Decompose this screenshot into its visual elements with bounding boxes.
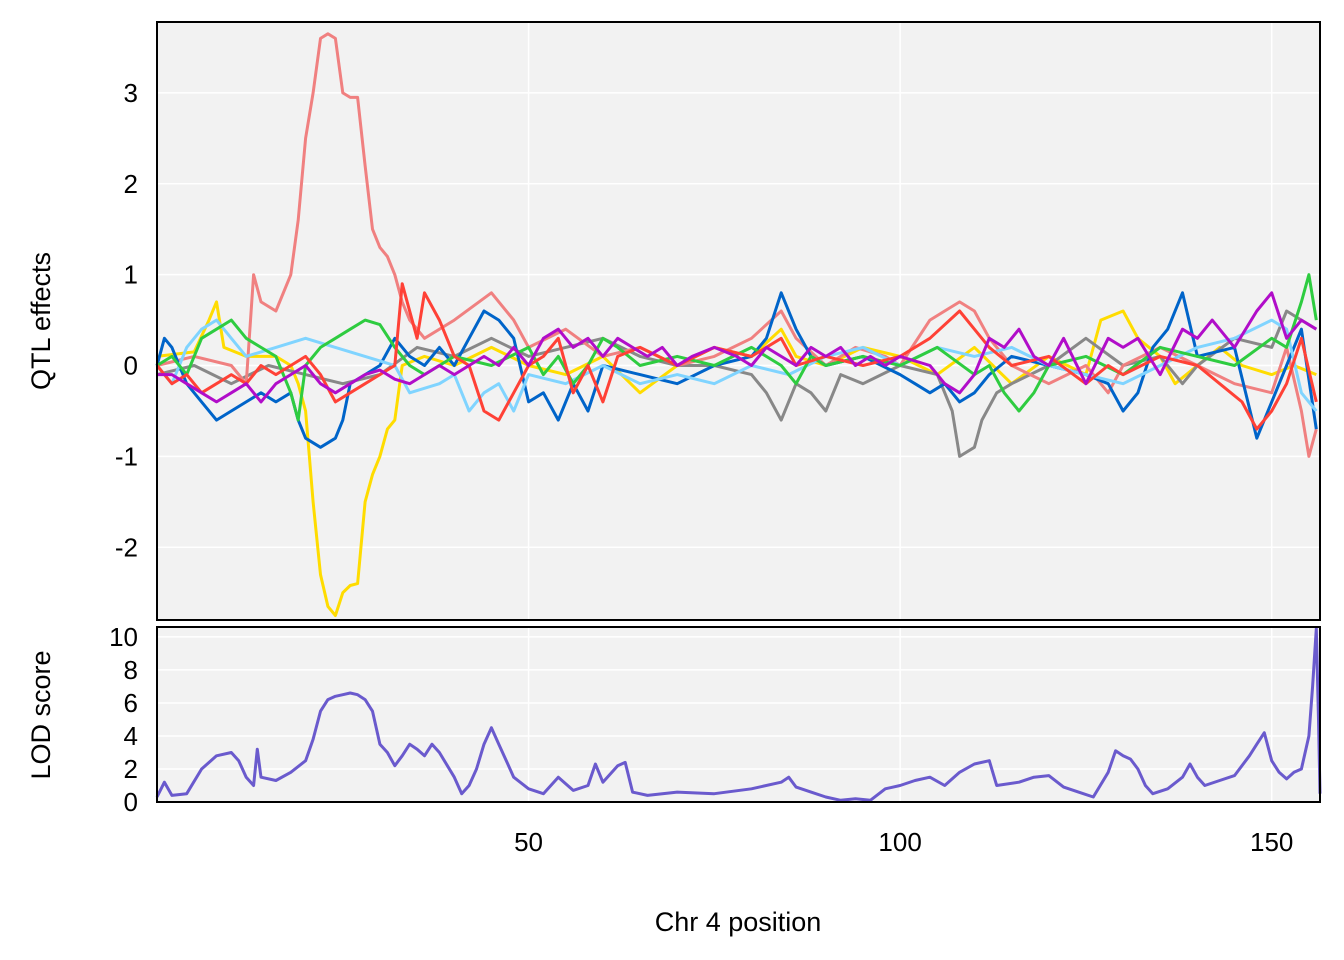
lod-series-line-1 bbox=[155, 627, 1322, 802]
qtl-effects-series-line-8 bbox=[157, 291, 1318, 404]
qtl-effects-series-line-3 bbox=[156, 32, 1318, 458]
lod-series bbox=[155, 627, 1322, 802]
qtl-effects-y-tick-label: 1 bbox=[124, 260, 138, 290]
lod-y-tick-label: 6 bbox=[124, 688, 138, 718]
qtl-effects-y-ticks: 3 2 1 0 -1 -2 bbox=[115, 78, 138, 562]
qtl-effects-y-tick-label: 2 bbox=[124, 169, 138, 199]
lod-plot-frame bbox=[156, 626, 1321, 803]
x-tick-label: 150 bbox=[1250, 827, 1293, 857]
x-axis-title: Chr 4 position bbox=[655, 907, 822, 937]
qtl-effects-panel: 3 2 1 0 -1 -2 QTL effects bbox=[26, 21, 1321, 621]
lod-y-tick-label: 8 bbox=[124, 655, 138, 685]
qtl-effects-plot-frame bbox=[156, 21, 1321, 621]
lod-y-axis-title: LOD score bbox=[26, 650, 56, 779]
x-tick-label: 100 bbox=[878, 827, 921, 857]
qtl-effects-y-tick-label: 0 bbox=[124, 351, 138, 381]
qtl-effects-series-line-5 bbox=[155, 318, 1318, 413]
lod-plot-background bbox=[157, 627, 1320, 802]
qtl-effects-y-tick-label: -1 bbox=[115, 441, 138, 471]
lod-y-tick-label: 4 bbox=[124, 721, 138, 751]
x-axis-ticks: 50 100 150 bbox=[514, 827, 1293, 857]
lod-y-tick-label: 2 bbox=[124, 754, 138, 784]
lod-y-tick-label: 0 bbox=[124, 787, 138, 817]
qtl-effects-series-line-4 bbox=[155, 291, 1318, 449]
x-tick-label: 50 bbox=[514, 827, 543, 857]
qtl-effects-y-axis-title: QTL effects bbox=[26, 252, 56, 390]
qtl-effects-y-tick-label: 3 bbox=[124, 78, 138, 108]
qtl-effects-series-line-7 bbox=[155, 282, 1318, 431]
qtl-effects-y-tick-label: -2 bbox=[115, 532, 138, 562]
qtl-effects-series-line-6 bbox=[156, 273, 1318, 422]
qtl-effects-plot-background bbox=[157, 22, 1320, 620]
qtl-effects-series bbox=[155, 32, 1318, 617]
lod-y-tick-label: 10 bbox=[109, 622, 138, 652]
